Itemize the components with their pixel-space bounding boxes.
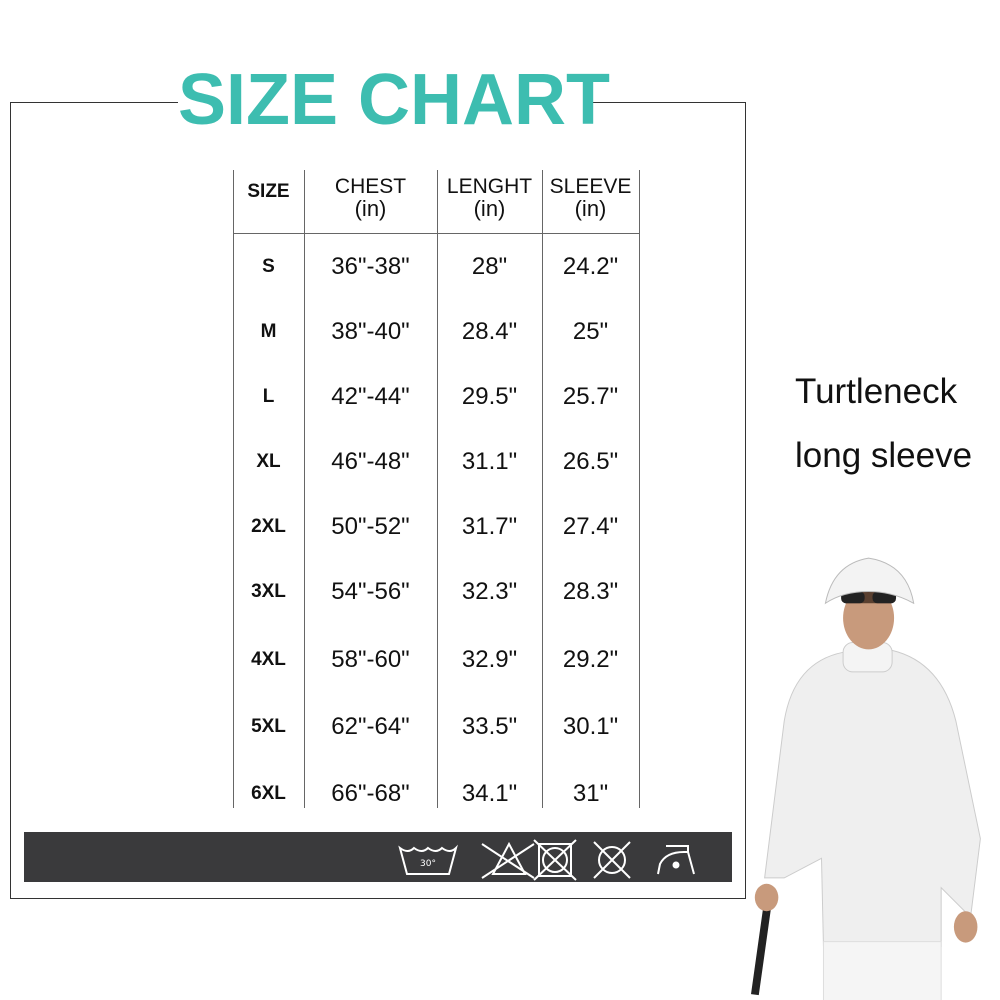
product-type-line2: long sleeve	[795, 436, 973, 475]
frame-top-left	[10, 102, 200, 103]
cell-chest: 54"-56"	[331, 578, 410, 605]
cell-size: 4XL	[251, 649, 286, 670]
cell-chest: 42"-44"	[331, 383, 410, 410]
cell-chest: 46"-48"	[331, 448, 410, 475]
header-chest: CHEST (in)	[334, 175, 407, 221]
frame-top-right	[563, 102, 745, 103]
cell-sleeve: 25.7"	[562, 383, 619, 410]
cell-sleeve: 26.5"	[562, 448, 619, 475]
cell-chest: 50"-52"	[331, 513, 410, 540]
iron-low-icon	[657, 845, 695, 875]
cell-size: M	[260, 321, 277, 342]
cell-size: 3XL	[251, 581, 286, 602]
cell-length: 28.4"	[461, 318, 518, 345]
cell-sleeve: 30.1"	[562, 713, 619, 740]
header-divider	[233, 233, 640, 234]
cell-length: 34.1"	[461, 780, 518, 807]
cell-sleeve: 28.3"	[562, 578, 619, 605]
frame-right	[745, 102, 746, 898]
cell-sleeve: 29.2"	[562, 646, 619, 673]
divider	[639, 170, 640, 808]
cell-length: 32.9"	[461, 646, 518, 673]
care-instructions-bar: 30°	[24, 832, 732, 882]
cell-length: 31.7"	[461, 513, 518, 540]
cell-size: S	[262, 256, 275, 277]
header-sleeve: SLEEVE (in)	[549, 175, 632, 221]
cell-chest: 62"-64"	[331, 713, 410, 740]
cell-chest: 66"-68"	[331, 780, 410, 807]
cell-size: XL	[256, 451, 281, 472]
cell-length: 32.3"	[461, 578, 518, 605]
divider	[233, 170, 234, 808]
wash-temp-label: 30°	[420, 859, 436, 869]
cell-chest: 38"-40"	[331, 318, 410, 345]
do-not-tumble-dry-icon	[533, 839, 577, 881]
cell-sleeve: 25"	[572, 318, 609, 345]
cell-length: 33.5"	[461, 713, 518, 740]
cell-size: L	[262, 386, 275, 407]
header-length: LENGHT (in)	[446, 175, 533, 221]
cell-size: 2XL	[251, 516, 286, 537]
divider	[542, 170, 543, 808]
cell-size: 5XL	[251, 716, 286, 737]
cell-length: 28"	[471, 253, 508, 280]
cell-chest: 36"-38"	[331, 253, 410, 280]
cell-length: 31.1"	[461, 448, 518, 475]
do-not-dry-clean-icon	[593, 841, 631, 879]
cell-sleeve: 24.2"	[562, 253, 619, 280]
cell-sleeve: 31"	[572, 780, 609, 807]
page-title: SIZE CHART	[178, 58, 610, 142]
cell-length: 29.5"	[461, 383, 518, 410]
frame-left	[10, 102, 11, 898]
product-type-line1: Turtleneck	[795, 372, 958, 411]
frame-bottom	[10, 898, 746, 899]
header-size: SIZE	[247, 181, 290, 202]
model-photo	[751, 557, 981, 1000]
do-not-bleach-icon	[481, 841, 535, 879]
divider	[304, 170, 305, 808]
cell-chest: 58"-60"	[331, 646, 410, 673]
cell-sleeve: 27.4"	[562, 513, 619, 540]
wash-30-icon: 30°	[398, 844, 458, 875]
divider	[437, 170, 438, 808]
cell-size: 6XL	[251, 783, 286, 804]
